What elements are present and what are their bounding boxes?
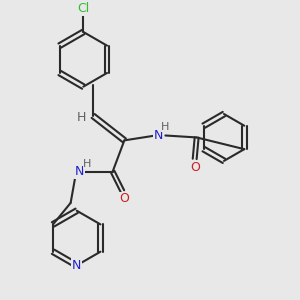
Text: O: O	[190, 161, 200, 174]
Text: N: N	[75, 165, 84, 178]
Text: H: H	[77, 111, 86, 124]
Text: Cl: Cl	[77, 2, 89, 15]
Text: N: N	[154, 129, 163, 142]
Text: O: O	[119, 193, 129, 206]
Text: N: N	[72, 259, 81, 272]
Text: H: H	[161, 122, 170, 132]
Text: H: H	[83, 159, 92, 169]
